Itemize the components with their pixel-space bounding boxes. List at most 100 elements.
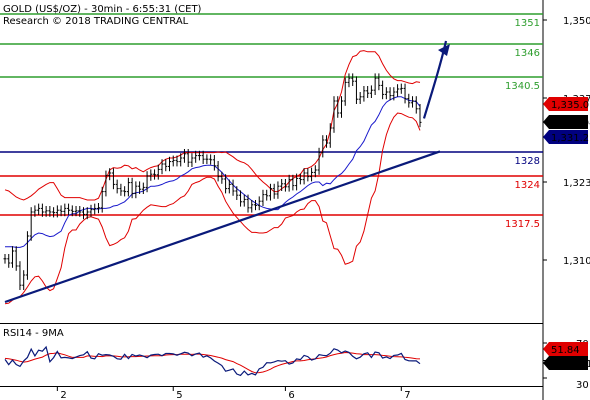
candle: [149, 169, 153, 181]
forecast-arrow-head: [438, 44, 450, 56]
badge-label: 51.84: [551, 345, 580, 356]
candle: [63, 203, 67, 217]
candle: [407, 93, 411, 108]
candle: [381, 80, 385, 100]
candle: [160, 159, 164, 175]
forecast-arrow: [422, 40, 450, 119]
candle: [104, 170, 108, 197]
candle: [336, 96, 340, 118]
candle: [7, 254, 11, 268]
candle: [268, 183, 272, 201]
rsi-line: [4, 345, 421, 377]
candle: [392, 87, 396, 101]
candle: [220, 171, 224, 184]
candle: [339, 96, 343, 118]
price-badges: 1,335.07 1,332.94 1,331.2: [543, 97, 590, 144]
candle: [130, 177, 134, 199]
candle: [295, 173, 299, 191]
candle: [227, 179, 231, 194]
candle: [85, 207, 89, 220]
candle: [82, 207, 86, 220]
trendline: [4, 150, 441, 304]
level-label: 1317.5: [505, 219, 540, 230]
candle: [100, 186, 104, 213]
chart-title: GOLD (US$/OZ) - 30min - 6:55:31 (CET): [3, 4, 202, 15]
candle: [216, 161, 220, 182]
candle: [3, 254, 7, 264]
bollinger-lower-line: [4, 112, 421, 305]
rising-trendline: [4, 150, 441, 304]
candle: [182, 149, 186, 163]
candle: [175, 155, 179, 167]
candle: [418, 104, 422, 128]
candle: [280, 179, 284, 191]
candle: [283, 179, 287, 192]
candle: [403, 83, 407, 104]
candle: [306, 168, 310, 182]
support-resistance-levels: 1351 1346 1340.5 1328 1324 1317.5: [0, 13, 543, 230]
candle: [179, 153, 183, 167]
candle: [231, 179, 235, 196]
candle: [242, 194, 246, 207]
candle: [55, 205, 59, 218]
time-tick-label: 6: [288, 390, 294, 400]
level-label: 1351: [515, 18, 540, 29]
candle: [358, 92, 362, 104]
candle: [89, 204, 93, 217]
candle: [399, 83, 403, 94]
candle: [190, 153, 194, 167]
candle: [186, 149, 190, 167]
candle: [115, 179, 119, 194]
badge-shape: [543, 342, 588, 356]
candle: [22, 270, 26, 290]
candle: [205, 154, 209, 164]
candle: [212, 155, 216, 171]
candle: [25, 231, 29, 280]
candle: [119, 183, 123, 196]
candle: [369, 85, 373, 98]
level-label: 1324: [515, 180, 540, 191]
candle: [93, 203, 97, 215]
candle: [168, 156, 172, 172]
candle: [197, 150, 201, 161]
badge-label: 1,332.94: [551, 118, 590, 129]
level-label: 1328: [515, 156, 540, 167]
candle: [134, 181, 138, 199]
candle: [138, 181, 142, 194]
candle: [396, 84, 400, 97]
candle: [44, 206, 48, 217]
candle: [33, 205, 37, 217]
candle: [414, 96, 418, 114]
price-tick-label: 1,323: [563, 178, 590, 189]
candle: [250, 200, 254, 213]
candle: [40, 203, 44, 217]
price-badge: 1,332.94: [543, 115, 590, 129]
candle: [328, 123, 332, 148]
badge-label: 1,335.07: [551, 100, 590, 111]
candle: [126, 177, 130, 197]
candle: [347, 73, 351, 88]
candle: [384, 87, 388, 100]
bollinger-upper-line: [4, 50, 421, 201]
candle: [14, 246, 18, 271]
candle: [257, 196, 261, 211]
candle: [302, 168, 306, 185]
candle: [411, 96, 415, 108]
candle: [153, 169, 157, 180]
candle: [287, 174, 291, 192]
candle: [313, 165, 317, 178]
candle: [261, 189, 265, 206]
candle: [171, 155, 175, 167]
candle: [145, 171, 149, 193]
candle: [235, 186, 239, 200]
candle: [253, 200, 257, 211]
candle: [343, 77, 347, 106]
rsi-title: RSI14 - 9MA: [3, 328, 64, 339]
candle: [111, 168, 115, 190]
badge-label: 46.2841: [551, 359, 590, 370]
candle: [78, 206, 82, 217]
candle: [59, 205, 63, 217]
